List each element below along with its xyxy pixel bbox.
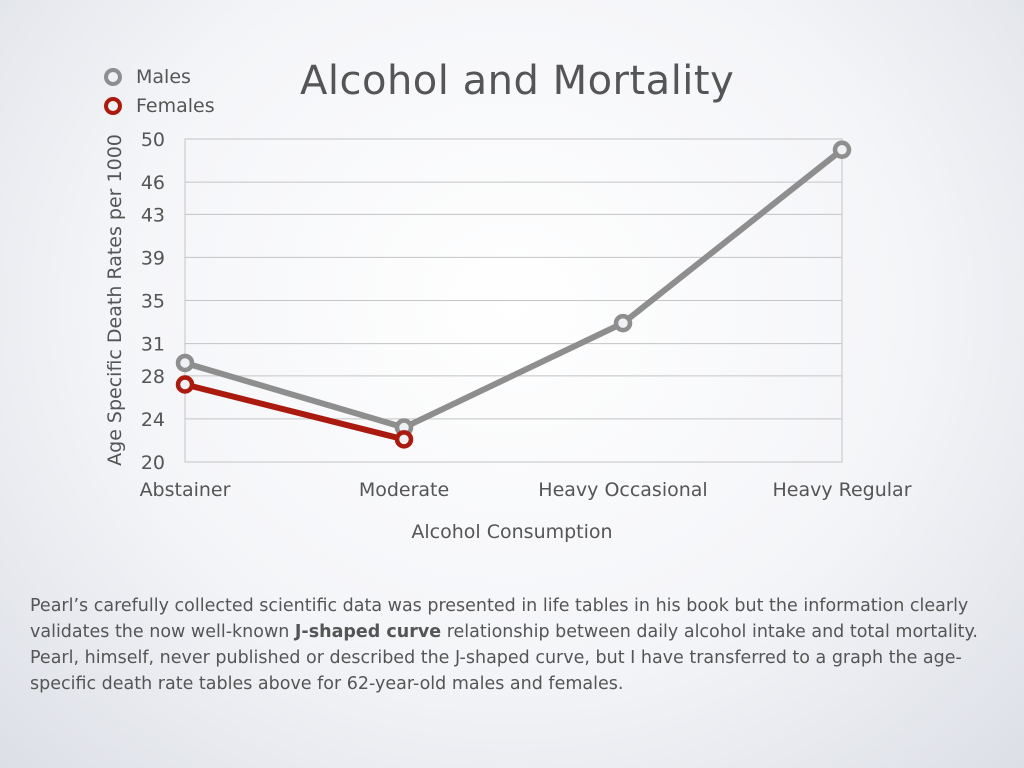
y-tick-label: 50 bbox=[141, 129, 165, 151]
x-axis-ticks: Abstainer Moderate Heavy Occasional Heavy R… bbox=[140, 479, 912, 501]
legend-label-females: Females bbox=[136, 94, 215, 117]
caption-text-before: Pearl’s carefully collected scientific d… bbox=[30, 596, 969, 642]
caption-paragraph: Pearl’s carefully collected scientific d… bbox=[30, 593, 1005, 697]
data-point-females bbox=[394, 430, 414, 449]
data-point-males bbox=[832, 140, 852, 160]
caption-bold-term: J-shaped curve bbox=[294, 622, 442, 642]
data-point-males bbox=[175, 353, 195, 373]
caption-text-after: relationship between daily alcohol intak… bbox=[30, 622, 978, 694]
x-axis-label: Alcohol Consumption bbox=[411, 521, 612, 543]
data-point-males bbox=[613, 313, 633, 333]
y-tick-label: 31 bbox=[141, 334, 165, 356]
y-axis-ticks: 20 24 28 31 35 39 43 46 50 bbox=[141, 129, 165, 474]
y-tick-label: 46 bbox=[141, 172, 165, 194]
x-tick-label: Abstainer bbox=[140, 479, 231, 501]
data-point-females bbox=[175, 375, 195, 394]
series-line-females bbox=[184, 381, 405, 443]
y-axis-label: Age Specific Death Rates per 1000 bbox=[104, 134, 126, 466]
y-tick-label: 35 bbox=[141, 291, 165, 313]
y-tick-label: 20 bbox=[141, 452, 165, 474]
legend-marker-females bbox=[104, 96, 122, 115]
legend-item-females: Females bbox=[104, 91, 215, 120]
y-tick-label: 39 bbox=[141, 247, 165, 269]
legend-marker-males bbox=[104, 67, 122, 86]
y-tick-label: 43 bbox=[141, 204, 165, 226]
x-tick-label: Heavy Regular bbox=[772, 479, 911, 501]
series-line-males bbox=[184, 147, 844, 431]
legend-item-males: Males bbox=[104, 62, 215, 91]
chart-legend: Males Females bbox=[104, 62, 215, 120]
y-tick-label: 28 bbox=[141, 366, 165, 388]
legend-label-males: Males bbox=[136, 65, 191, 88]
x-tick-label: Heavy Occasional bbox=[538, 479, 707, 501]
chart-series bbox=[175, 140, 852, 449]
x-tick-label: Moderate bbox=[359, 479, 449, 501]
slide-title: Alcohol and Mortality bbox=[300, 58, 735, 104]
chart-grid bbox=[184, 138, 843, 463]
line-chart: 20 24 28 31 35 39 43 46 50 Abstainer Moderate Heav… bbox=[104, 129, 912, 543]
y-tick-label: 24 bbox=[141, 409, 165, 431]
